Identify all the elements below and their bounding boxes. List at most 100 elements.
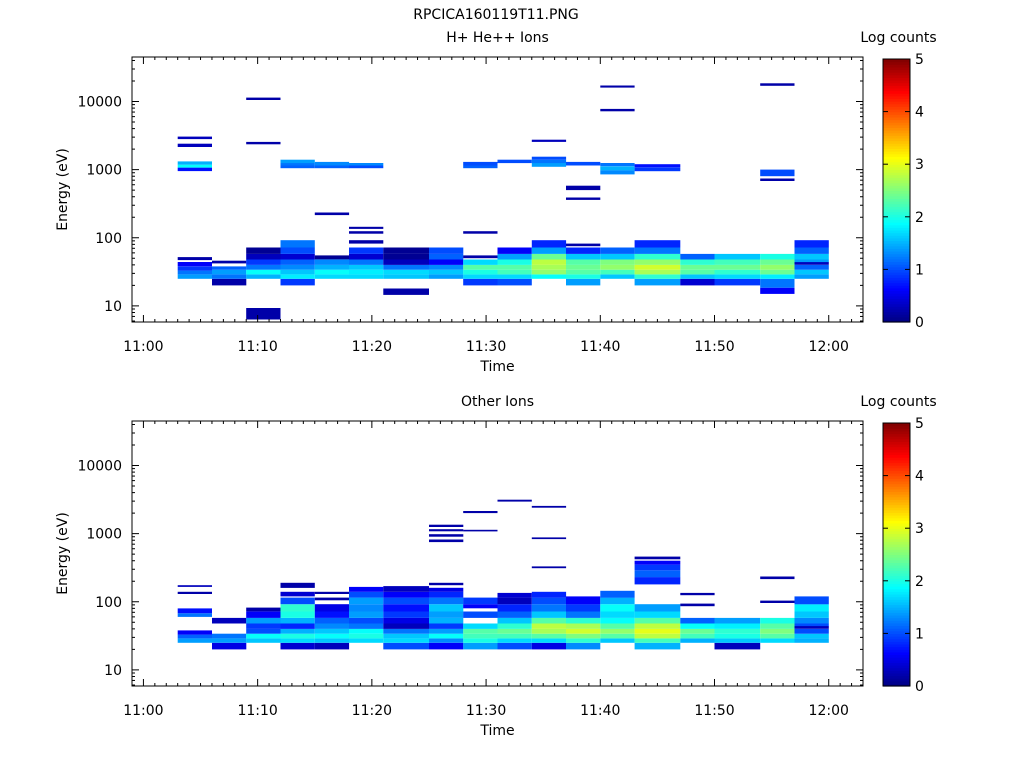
colorbar-swatch (883, 646, 910, 650)
colorbar-swatch (883, 69, 910, 73)
heatmap-cell (463, 255, 498, 259)
colorbar-tick-label: 5 (915, 52, 924, 68)
heatmap-cell (349, 617, 384, 624)
heatmap-cell (280, 264, 315, 270)
heatmap-cell (463, 269, 498, 275)
y-axis-label: Energy (eV) (55, 148, 71, 231)
colorbar-swatch (883, 507, 910, 511)
colorbar-swatch (883, 675, 910, 679)
heatmap-cell (212, 617, 247, 624)
colorbar-swatch (883, 227, 910, 231)
colorbar-swatch (883, 248, 910, 252)
heatmap-cell (314, 617, 350, 624)
heatmap-cell (760, 274, 795, 279)
heatmap-cell (714, 274, 761, 279)
heatmap-cells (177, 499, 829, 650)
heatmap-cell (600, 108, 635, 112)
colorbar-swatch (883, 462, 910, 466)
colorbar-swatch (883, 145, 910, 150)
heatmap-cell (497, 597, 532, 605)
heatmap-cell (531, 604, 567, 612)
heatmap-cell (566, 243, 601, 247)
colorbar-swatch (883, 87, 910, 92)
heatmap-cell (714, 628, 761, 634)
heatmap-cell (680, 617, 715, 624)
heatmap-cell (531, 617, 567, 624)
colorbar-swatch (883, 300, 910, 305)
heatmap-cell (429, 638, 464, 643)
heatmap-cell (349, 269, 384, 275)
heatmap-cell (714, 617, 761, 624)
heatmap-cell (714, 269, 761, 275)
colorbar-swatch (883, 203, 910, 207)
heatmap-cell (314, 165, 350, 169)
heatmap-cell (463, 638, 498, 643)
colorbar-swatch (883, 82, 910, 86)
heatmap-cell (246, 97, 281, 100)
heatmap-cell (634, 617, 681, 624)
heatmap-cell (383, 586, 429, 592)
colorbar-swatch (883, 127, 910, 131)
heatmap-cell (497, 247, 532, 254)
colorbar-swatch (883, 187, 910, 192)
colorbar-swatch (883, 630, 910, 634)
heatmap-cell (177, 164, 212, 168)
colorbar-swatch (883, 261, 910, 265)
colorbar-swatch (883, 444, 910, 448)
heatmap-cell (280, 633, 315, 639)
heatmap-cell (760, 264, 795, 270)
heatmap-cell (177, 613, 212, 617)
heatmap-cell (714, 259, 761, 265)
colorbar-swatch (883, 570, 910, 574)
colorbar-swatch (883, 470, 910, 474)
heatmap-cell (794, 240, 829, 248)
heatmap-cell (531, 259, 567, 265)
heatmap-cell (794, 611, 829, 618)
colorbar-swatch (883, 575, 910, 579)
colorbar-swatch (883, 515, 910, 519)
x-tick-label: 11:40 (580, 703, 620, 719)
heatmap-cell (566, 185, 601, 191)
heatmap-cell (429, 269, 464, 275)
heatmap-cell (680, 259, 715, 265)
heatmap-cell (760, 278, 795, 288)
heatmap-cell (600, 597, 635, 605)
heatmap-cell (212, 278, 247, 286)
heatmap-cell (497, 259, 532, 265)
heatmap-cell (429, 582, 464, 586)
heatmap-cell (280, 278, 315, 286)
heatmap-cell (566, 596, 601, 605)
heatmap-cell (497, 274, 532, 279)
heatmap-cell (463, 264, 498, 270)
heatmap-cell (794, 638, 829, 643)
heatmap-cell (429, 587, 464, 592)
colorbar-swatch (883, 232, 910, 236)
colorbar-swatch (883, 565, 910, 569)
heatmap-cell (212, 266, 247, 270)
heatmap-cell (600, 163, 635, 167)
colorbar-swatch (883, 85, 910, 89)
panel-other-ions: 11:00 11:10 11:20 11:30 11:40 11:50 12:0010100… (55, 394, 937, 739)
colorbar-swatch (883, 216, 910, 221)
heatmap-cell (497, 611, 532, 618)
heatmap-cell (566, 259, 601, 265)
y-tick-label: 10 (104, 299, 122, 315)
colorbar-tick-label: 1 (915, 626, 924, 642)
heatmap-cell (680, 592, 715, 596)
heatmap-cell (280, 638, 315, 643)
colorbar-swatch (883, 245, 910, 249)
heatmap-cell (177, 630, 212, 635)
colorbar-swatch (883, 654, 910, 658)
heatmap-cell (177, 143, 212, 147)
colorbar-swatch (883, 290, 910, 294)
heatmap-cell (634, 278, 681, 286)
colorbar-swatch (883, 467, 910, 471)
heatmap-cell (177, 608, 212, 614)
heatmap-cell (794, 633, 829, 639)
colorbar-swatch (883, 182, 910, 186)
colorbar-swatch (883, 567, 910, 571)
colorbar-swatch (883, 446, 910, 450)
heatmap-cell (212, 633, 247, 639)
heatmap-cell (463, 529, 498, 532)
colorbar-swatch (883, 601, 910, 606)
